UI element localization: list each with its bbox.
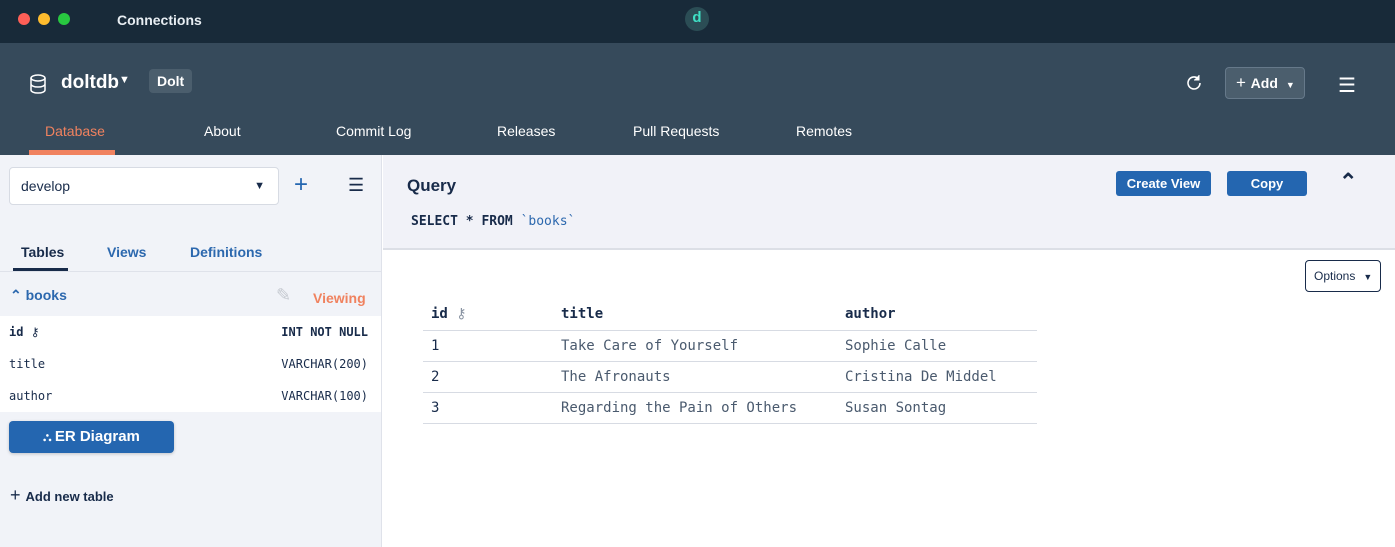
column-row: id ⚷ INT NOT NULL: [0, 316, 381, 348]
diagram-icon: ⛬: [43, 430, 55, 444]
refresh-icon[interactable]: [1184, 73, 1204, 93]
sql-editor[interactable]: SELECT * FROM `books`: [411, 214, 576, 229]
database-header: doltdb ▼ Dolt + Add ▼ ☰ Database About Co…: [0, 43, 1395, 155]
chevron-down-icon[interactable]: ▼: [119, 74, 130, 86]
column-header-id: id ⚷: [423, 299, 553, 331]
tab-commit-log[interactable]: Commit Log: [336, 123, 412, 139]
dolt-logo: d: [685, 7, 709, 31]
maximize-window-button[interactable]: [58, 13, 70, 25]
plus-icon: +: [10, 485, 26, 505]
edit-icon[interactable]: ✎: [276, 285, 292, 305]
chevron-down-icon: ▼: [254, 180, 265, 192]
add-button[interactable]: + Add ▼: [1225, 67, 1305, 99]
sidebar: develop ▼ + ☰ Tables Views Definitions ⌃ …: [0, 155, 382, 547]
table-row: 1 Take Care of Yourself Sophie Calle: [423, 330, 1037, 362]
column-row: title VARCHAR(200): [0, 348, 381, 380]
active-tab-indicator: [29, 150, 115, 155]
active-tab-indicator: [13, 268, 68, 271]
title-bar: Connections d: [0, 0, 1395, 43]
key-icon: ⚷: [456, 306, 467, 323]
branch-selector[interactable]: develop ▼: [9, 167, 279, 205]
divider: [0, 271, 382, 272]
query-title: Query: [407, 176, 457, 195]
new-branch-button[interactable]: +: [294, 171, 309, 198]
tab-views[interactable]: Views: [107, 244, 147, 260]
menu-icon[interactable]: ☰: [348, 175, 365, 195]
chevron-down-icon: ▼: [1285, 80, 1295, 90]
tab-about[interactable]: About: [204, 123, 241, 139]
dolt-badge: Dolt: [149, 69, 193, 93]
close-window-button[interactable]: [18, 13, 30, 25]
er-diagram-button[interactable]: ⛬ ER Diagram: [9, 421, 174, 453]
query-panel: Query SELECT * FROM `books` Create View …: [383, 155, 1395, 250]
viewing-status: Viewing: [313, 290, 366, 306]
chevron-up-icon: ⌃: [10, 287, 26, 303]
chevron-down-icon: ▼: [1363, 272, 1373, 282]
table-row: 3 Regarding the Pain of Others Susan Sonta…: [423, 392, 1037, 424]
database-icon: [30, 74, 46, 94]
collapse-chevron-up-icon[interactable]: ⌃: [1339, 169, 1358, 194]
tab-database[interactable]: Database: [45, 123, 105, 139]
key-icon: ⚷: [30, 325, 40, 339]
column-row: author VARCHAR(100): [0, 380, 381, 412]
tab-releases[interactable]: Releases: [497, 123, 556, 139]
database-selector[interactable]: doltdb: [61, 72, 120, 93]
column-header-author: author: [837, 299, 1037, 331]
results-table: id ⚷ title author 1 Take Care of Yourself…: [423, 299, 1037, 424]
tab-tables[interactable]: Tables: [21, 244, 65, 260]
menu-icon[interactable]: ☰: [1338, 75, 1356, 97]
add-new-table-button[interactable]: + Add new table: [10, 485, 114, 505]
table-toggle-books[interactable]: ⌃ books: [10, 287, 67, 303]
tab-definitions[interactable]: Definitions: [190, 244, 263, 260]
window-title: Connections: [117, 12, 202, 28]
table-header-row: id ⚷ title author: [423, 299, 1037, 331]
minimize-window-button[interactable]: [38, 13, 50, 25]
plus-icon: +: [1236, 73, 1251, 92]
tab-remotes[interactable]: Remotes: [796, 123, 853, 139]
copy-button[interactable]: Copy: [1227, 171, 1307, 196]
create-view-button[interactable]: Create View: [1116, 171, 1211, 196]
column-header-title: title: [553, 299, 837, 331]
table-row: 2 The Afronauts Cristina De Middel: [423, 361, 1037, 393]
options-dropdown[interactable]: Options ▼: [1305, 260, 1381, 292]
tab-pull-requests[interactable]: Pull Requests: [633, 123, 720, 139]
